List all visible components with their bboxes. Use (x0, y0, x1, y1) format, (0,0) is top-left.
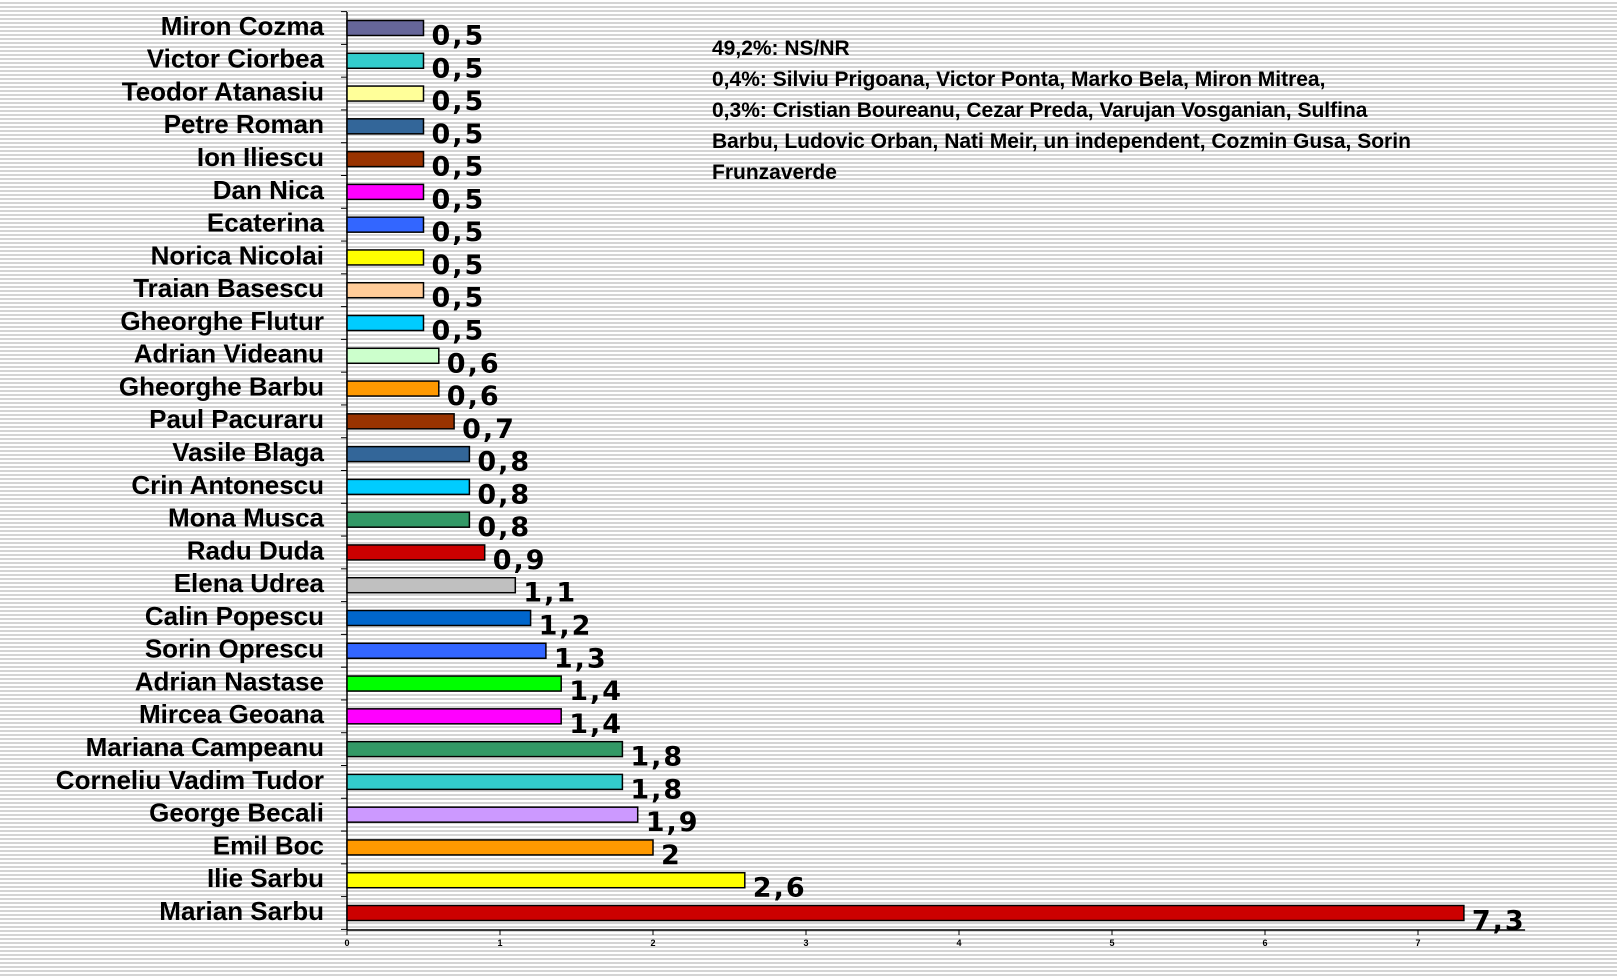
value-label: 1,2 (539, 611, 593, 642)
bar (346, 413, 455, 430)
value-label: 0,5 (432, 21, 486, 52)
bar (346, 249, 425, 266)
category-label: Gheorghe Barbu (119, 371, 324, 401)
value-label: 0,5 (432, 283, 486, 314)
value-label: 1,8 (630, 742, 684, 773)
bar (346, 544, 486, 561)
value-label: 0,5 (432, 316, 486, 347)
bar (346, 85, 425, 102)
bar (346, 609, 532, 627)
x-tick-label: 0 (344, 938, 349, 948)
category-label: Dan Nica (213, 175, 325, 205)
value-label: 7,3 (1472, 906, 1526, 937)
bar (346, 904, 1465, 922)
bar (346, 150, 425, 168)
bar (346, 675, 562, 692)
category-label: Mariana Campeanu (86, 732, 324, 762)
value-label: 1,8 (630, 774, 684, 805)
bar (346, 511, 471, 528)
category-label: Ion Iliescu (197, 142, 324, 172)
bar (346, 806, 639, 823)
category-label: Traian Basescu (133, 273, 324, 303)
value-label: 0,5 (432, 119, 486, 150)
category-label: Teodor Atanasiu (122, 76, 324, 106)
value-label: 1,4 (569, 709, 623, 740)
bar (346, 576, 517, 594)
value-label: 0,8 (477, 479, 531, 510)
category-label: Mircea Geoana (139, 699, 325, 729)
bar (346, 52, 425, 70)
category-label: Paul Pacuraru (149, 404, 324, 434)
category-label: Crin Antonescu (131, 470, 324, 500)
bar (346, 281, 425, 299)
value-label: 0,9 (493, 545, 547, 576)
category-label: Gheorghe Flutur (120, 306, 324, 336)
annotation: 0,4%: Silviu Prigoana, Victor Ponta, Mar… (712, 68, 1325, 91)
category-label: George Becali (149, 798, 324, 828)
x-tick-label: 1 (497, 938, 502, 948)
bar (346, 839, 654, 856)
bar (346, 380, 440, 397)
x-tick-label: 3 (803, 938, 808, 948)
category-label: Petre Roman (164, 109, 324, 139)
category-label: Sorin Oprescu (145, 634, 324, 664)
value-label: 2,6 (753, 873, 807, 904)
bar (346, 708, 562, 725)
value-label: 0,5 (432, 152, 486, 183)
value-label: 0,5 (432, 184, 486, 215)
value-label: 0,6 (447, 348, 501, 379)
value-label: 2 (661, 840, 682, 871)
value-label: 1,3 (554, 643, 608, 674)
bar (346, 216, 425, 233)
annotation: Barbu, Ludovic Orban, Nati Meir, un inde… (712, 130, 1411, 153)
bar (346, 347, 440, 365)
category-label: Calin Popescu (145, 601, 324, 631)
bar (346, 445, 471, 463)
category-label: Ilie Sarbu (207, 863, 324, 893)
value-label: 0,8 (477, 512, 531, 543)
x-tick-label: 6 (1262, 938, 1267, 948)
bar (346, 740, 624, 758)
value-label: 0,5 (432, 86, 486, 117)
category-label: Radu Duda (187, 535, 325, 565)
category-label: Norica Nicolai (151, 240, 324, 270)
bar (346, 871, 746, 889)
category-label: Adrian Videanu (134, 339, 324, 369)
annotation: 0,3%: Cristian Boureanu, Cezar Preda, Va… (712, 99, 1368, 122)
x-tick-label: 2 (650, 938, 655, 948)
bar (346, 642, 547, 660)
bar (346, 19, 425, 37)
category-label: Elena Udrea (174, 568, 325, 598)
bar (346, 118, 425, 135)
value-label: 1,4 (569, 676, 623, 707)
category-label: Marian Sarbu (159, 896, 324, 926)
x-tick-label: 7 (1415, 938, 1420, 948)
annotation: Frunzaverde (712, 161, 837, 184)
annotation: 49,2%: NS/NR (712, 37, 850, 60)
category-label: Ecaterina (207, 208, 325, 238)
value-label: 0,5 (432, 217, 486, 248)
category-label: Miron Cozma (161, 11, 325, 41)
value-label: 1,9 (646, 807, 700, 838)
x-tick-label: 5 (1109, 938, 1114, 948)
category-label: Mona Musca (168, 503, 325, 533)
value-label: 0,5 (432, 53, 486, 84)
bar (346, 314, 425, 332)
category-label: Adrian Nastase (135, 666, 324, 696)
category-label: Victor Ciorbea (147, 44, 325, 74)
category-label: Vasile Blaga (172, 437, 324, 467)
value-label: 0,5 (432, 250, 486, 281)
bar (346, 478, 471, 496)
x-tick-label: 4 (956, 938, 961, 948)
bar (346, 183, 425, 201)
value-label: 0,8 (477, 447, 531, 478)
value-label: 1,1 (523, 578, 577, 609)
category-label: Corneliu Vadim Tudor (56, 765, 324, 795)
value-label: 0,6 (447, 381, 501, 412)
category-label: Emil Boc (213, 830, 324, 860)
bar (346, 773, 624, 791)
value-label: 0,7 (462, 414, 516, 445)
